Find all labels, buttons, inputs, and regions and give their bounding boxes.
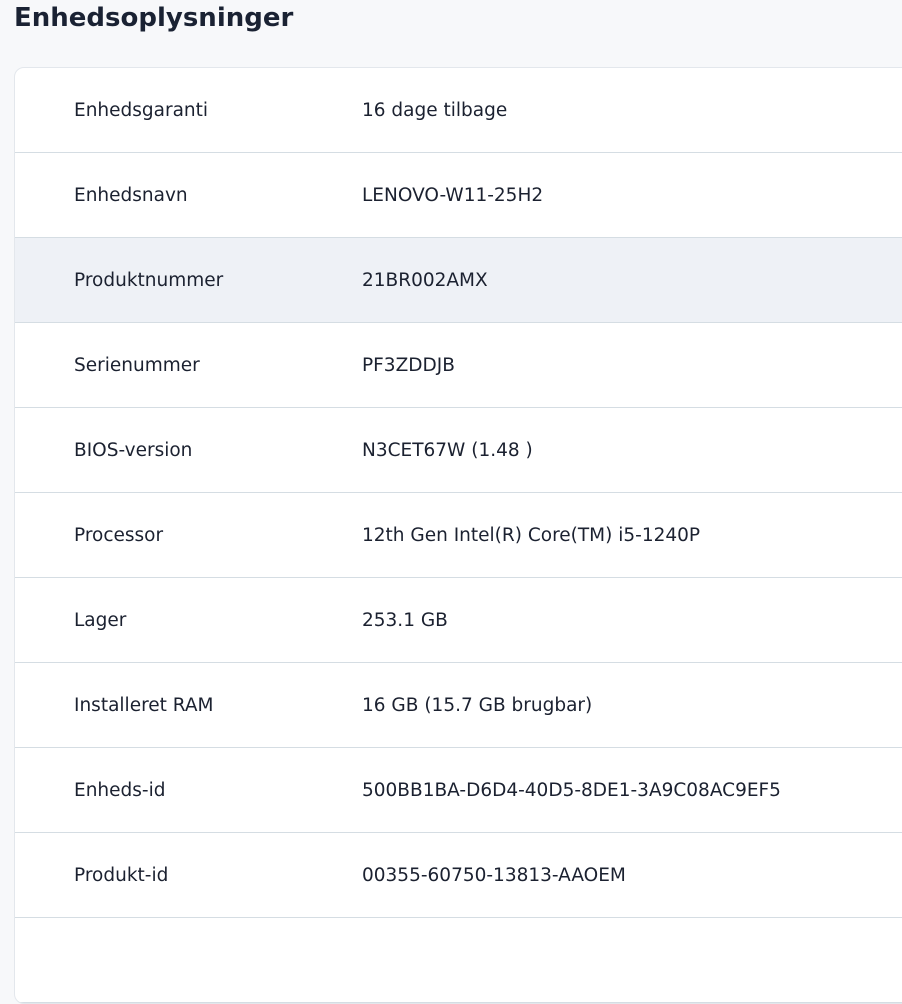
row-label: BIOS-version — [74, 439, 193, 461]
row-label: Produktnummer — [74, 269, 224, 291]
row-label: Lager — [74, 609, 127, 631]
row-serial-number[interactable]: Serienummer PF3ZDDJB — [15, 323, 902, 408]
row-value: 500BB1BA-D6D4-40D5-8DE1-3A9C08AC9EF5 — [362, 779, 781, 801]
device-info-card: Enhedsgaranti 16 dage tilbage Enhedsnavn L… — [14, 67, 902, 1004]
row-value: 16 dage tilbage — [362, 99, 508, 121]
page-title: Enhedsoplysninger — [14, 3, 294, 33]
row-label: Serienummer — [74, 354, 200, 376]
row-label: Enheds-id — [74, 779, 166, 801]
row-label: Installeret RAM — [74, 694, 214, 716]
row-value: 16 GB (15.7 GB brugbar) — [362, 694, 593, 716]
row-label: Produkt-id — [74, 864, 169, 886]
row-value: PF3ZDDJB — [362, 354, 455, 376]
row-value: 253.1 GB — [362, 609, 448, 631]
row-warranty[interactable]: Enhedsgaranti 16 dage tilbage — [15, 68, 902, 153]
row-bios-version[interactable]: BIOS-version N3CET67W (1.48 ) — [15, 408, 902, 493]
row-partial — [15, 918, 902, 1003]
row-device-id[interactable]: Enheds-id 500BB1BA-D6D4-40D5-8DE1-3A9C08A… — [15, 748, 902, 833]
row-value: 00355-60750-13813-AAOEM — [362, 864, 626, 886]
row-device-name[interactable]: Enhedsnavn LENOVO-W11-25H2 — [15, 153, 902, 238]
row-value: 12th Gen Intel(R) Core(TM) i5-1240P — [362, 524, 701, 546]
row-product-id[interactable]: Produkt-id 00355-60750-13813-AAOEM — [15, 833, 902, 918]
row-storage[interactable]: Lager 253.1 GB — [15, 578, 902, 663]
row-value: LENOVO-W11-25H2 — [362, 184, 544, 206]
row-installed-ram[interactable]: Installeret RAM 16 GB (15.7 GB brugbar) — [15, 663, 902, 748]
row-label: Enhedsgaranti — [74, 99, 209, 121]
row-product-number[interactable]: Produktnummer 21BR002AMX — [15, 238, 902, 323]
row-processor[interactable]: Processor 12th Gen Intel(R) Core(TM) i5-1… — [15, 493, 902, 578]
row-label: Processor — [74, 524, 164, 546]
row-value: N3CET67W (1.48 ) — [362, 439, 533, 461]
row-value: 21BR002AMX — [362, 269, 488, 291]
row-label: Enhedsnavn — [74, 184, 188, 206]
